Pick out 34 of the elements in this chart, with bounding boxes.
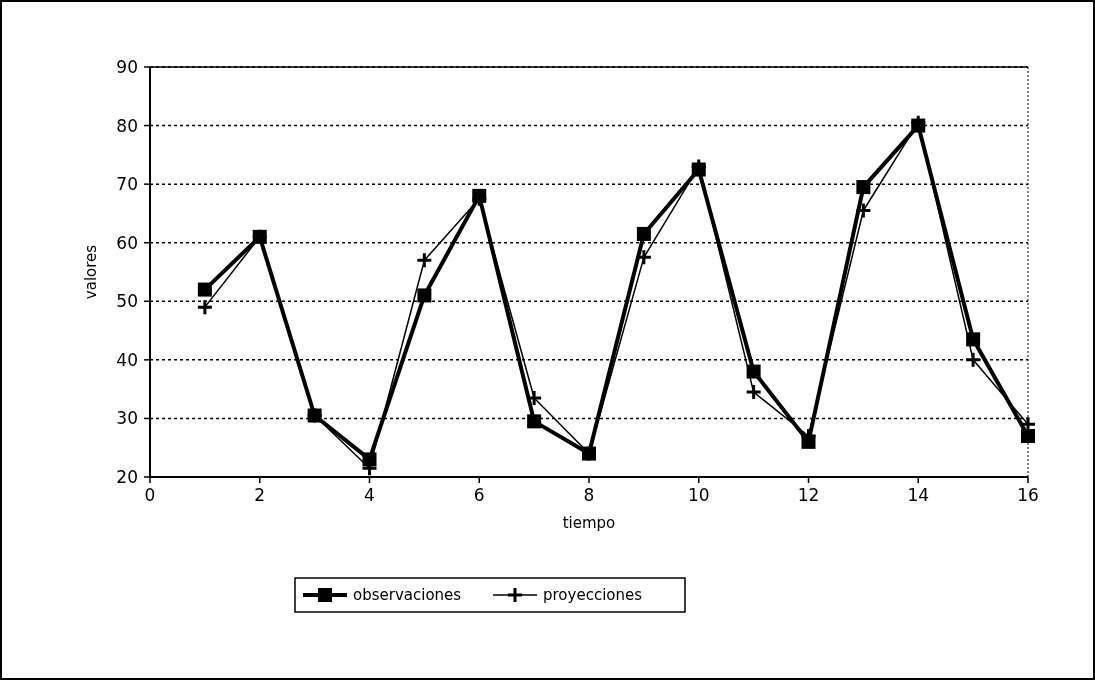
point	[745, 383, 763, 401]
x-tick-label: 6	[473, 485, 485, 505]
y-tick-label: 70	[116, 174, 138, 195]
x-tick-label: 14	[907, 485, 930, 505]
point	[196, 298, 214, 316]
point	[417, 288, 432, 303]
x-tick-label: 10	[687, 485, 710, 505]
point	[1021, 429, 1035, 443]
y-tick-label: 80	[116, 115, 138, 136]
y-axis-title: valores	[82, 244, 100, 300]
point	[635, 248, 653, 266]
point	[856, 180, 871, 195]
x-tick-label: 8	[583, 485, 595, 505]
point	[636, 226, 651, 241]
y-tick-label: 50	[116, 291, 138, 312]
x-tick-label: 4	[364, 485, 375, 505]
x-tick-label: 2	[254, 485, 266, 505]
x-tick-label: 0	[144, 485, 156, 505]
x-tick-label: 16	[1017, 485, 1039, 505]
x-axis-title: tiempo	[562, 514, 616, 532]
legend-label: proyecciones	[543, 586, 643, 605]
y-tick-label: 30	[116, 408, 138, 429]
point	[197, 282, 212, 297]
y-tick-label: 60	[116, 232, 138, 253]
point	[964, 351, 982, 369]
point	[854, 202, 872, 219]
y-tick-label: 90	[116, 56, 138, 77]
legend-label: observaciones	[353, 586, 462, 605]
y-tick-label: 40	[116, 349, 138, 370]
point	[415, 251, 433, 269]
x-tick-label: 12	[797, 485, 820, 505]
y-tick-label: 20	[116, 466, 138, 487]
point	[527, 414, 542, 429]
point	[746, 364, 761, 379]
